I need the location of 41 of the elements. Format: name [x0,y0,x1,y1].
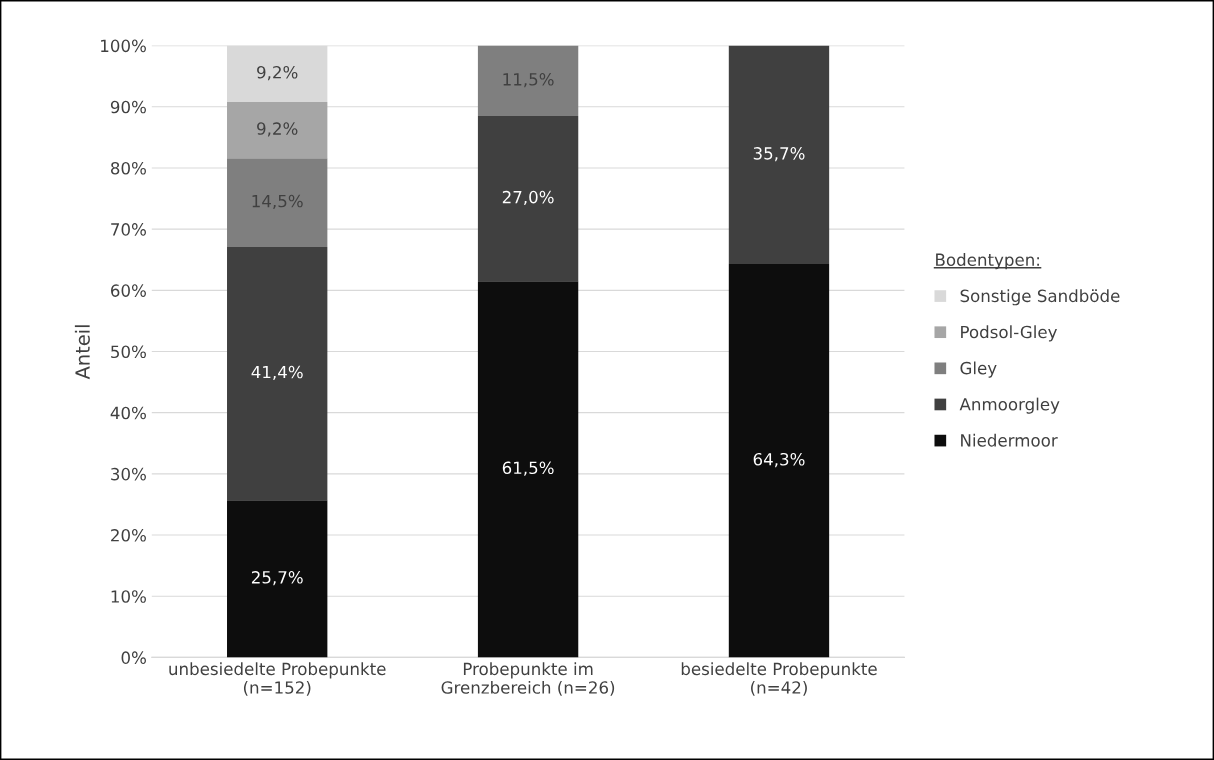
bar [227,45,328,102]
legend-label: Sonstige Sandböde [960,289,1120,306]
y-tick-label: 80% [110,161,146,175]
bar [227,101,328,159]
y-tick-label: 50% [111,345,146,359]
data-label: 61,5% [502,461,554,476]
bar [728,45,830,265]
y-tick-label: 0% [121,651,146,664]
legend-label: Niedermoor [961,433,1058,447]
bar [227,246,328,501]
bar [227,158,328,247]
data-label: 14,5% [252,194,303,210]
data-label: 64,3% [753,452,805,468]
x-tick-label: besiedelte Probepunkte (n=42) [681,662,877,696]
y-tick-label: 90% [110,100,146,114]
data-label: 11,5% [503,73,554,88]
legend-label: Anmoorgley [959,397,1060,414]
data-label: 9,2% [257,122,298,137]
y-tick-label: 100% [101,39,146,53]
data-label: 9,2% [257,65,298,81]
data-label: 35,7% [753,147,805,162]
data-label: 25,7% [251,571,303,586]
data-label: 27,0% [502,190,554,206]
y-tick-label: 40% [110,406,146,420]
bar [728,264,830,658]
x-tick-label: unbesiedelte Probepunkte (n=152) [169,662,386,696]
bar [477,281,579,658]
legend-label: Gley [960,361,997,378]
y-axis-title: Anteil [74,325,90,380]
bar [477,115,579,282]
y-tick-label: 70% [111,223,146,236]
y-tick-label: 20% [111,529,146,542]
bar [227,500,328,658]
x-tick-label: Probepunkte im Grenzbereich (n=26) [441,662,615,696]
y-tick-label: 10% [111,590,146,603]
bar [477,45,579,116]
data-label: 41,4% [251,365,303,381]
legend-title: Bodentypen: [936,253,1039,270]
y-tick-label: 60% [111,284,146,297]
y-tick-label: 30% [111,467,146,481]
legend-label: Podsol-Gley [961,325,1057,342]
